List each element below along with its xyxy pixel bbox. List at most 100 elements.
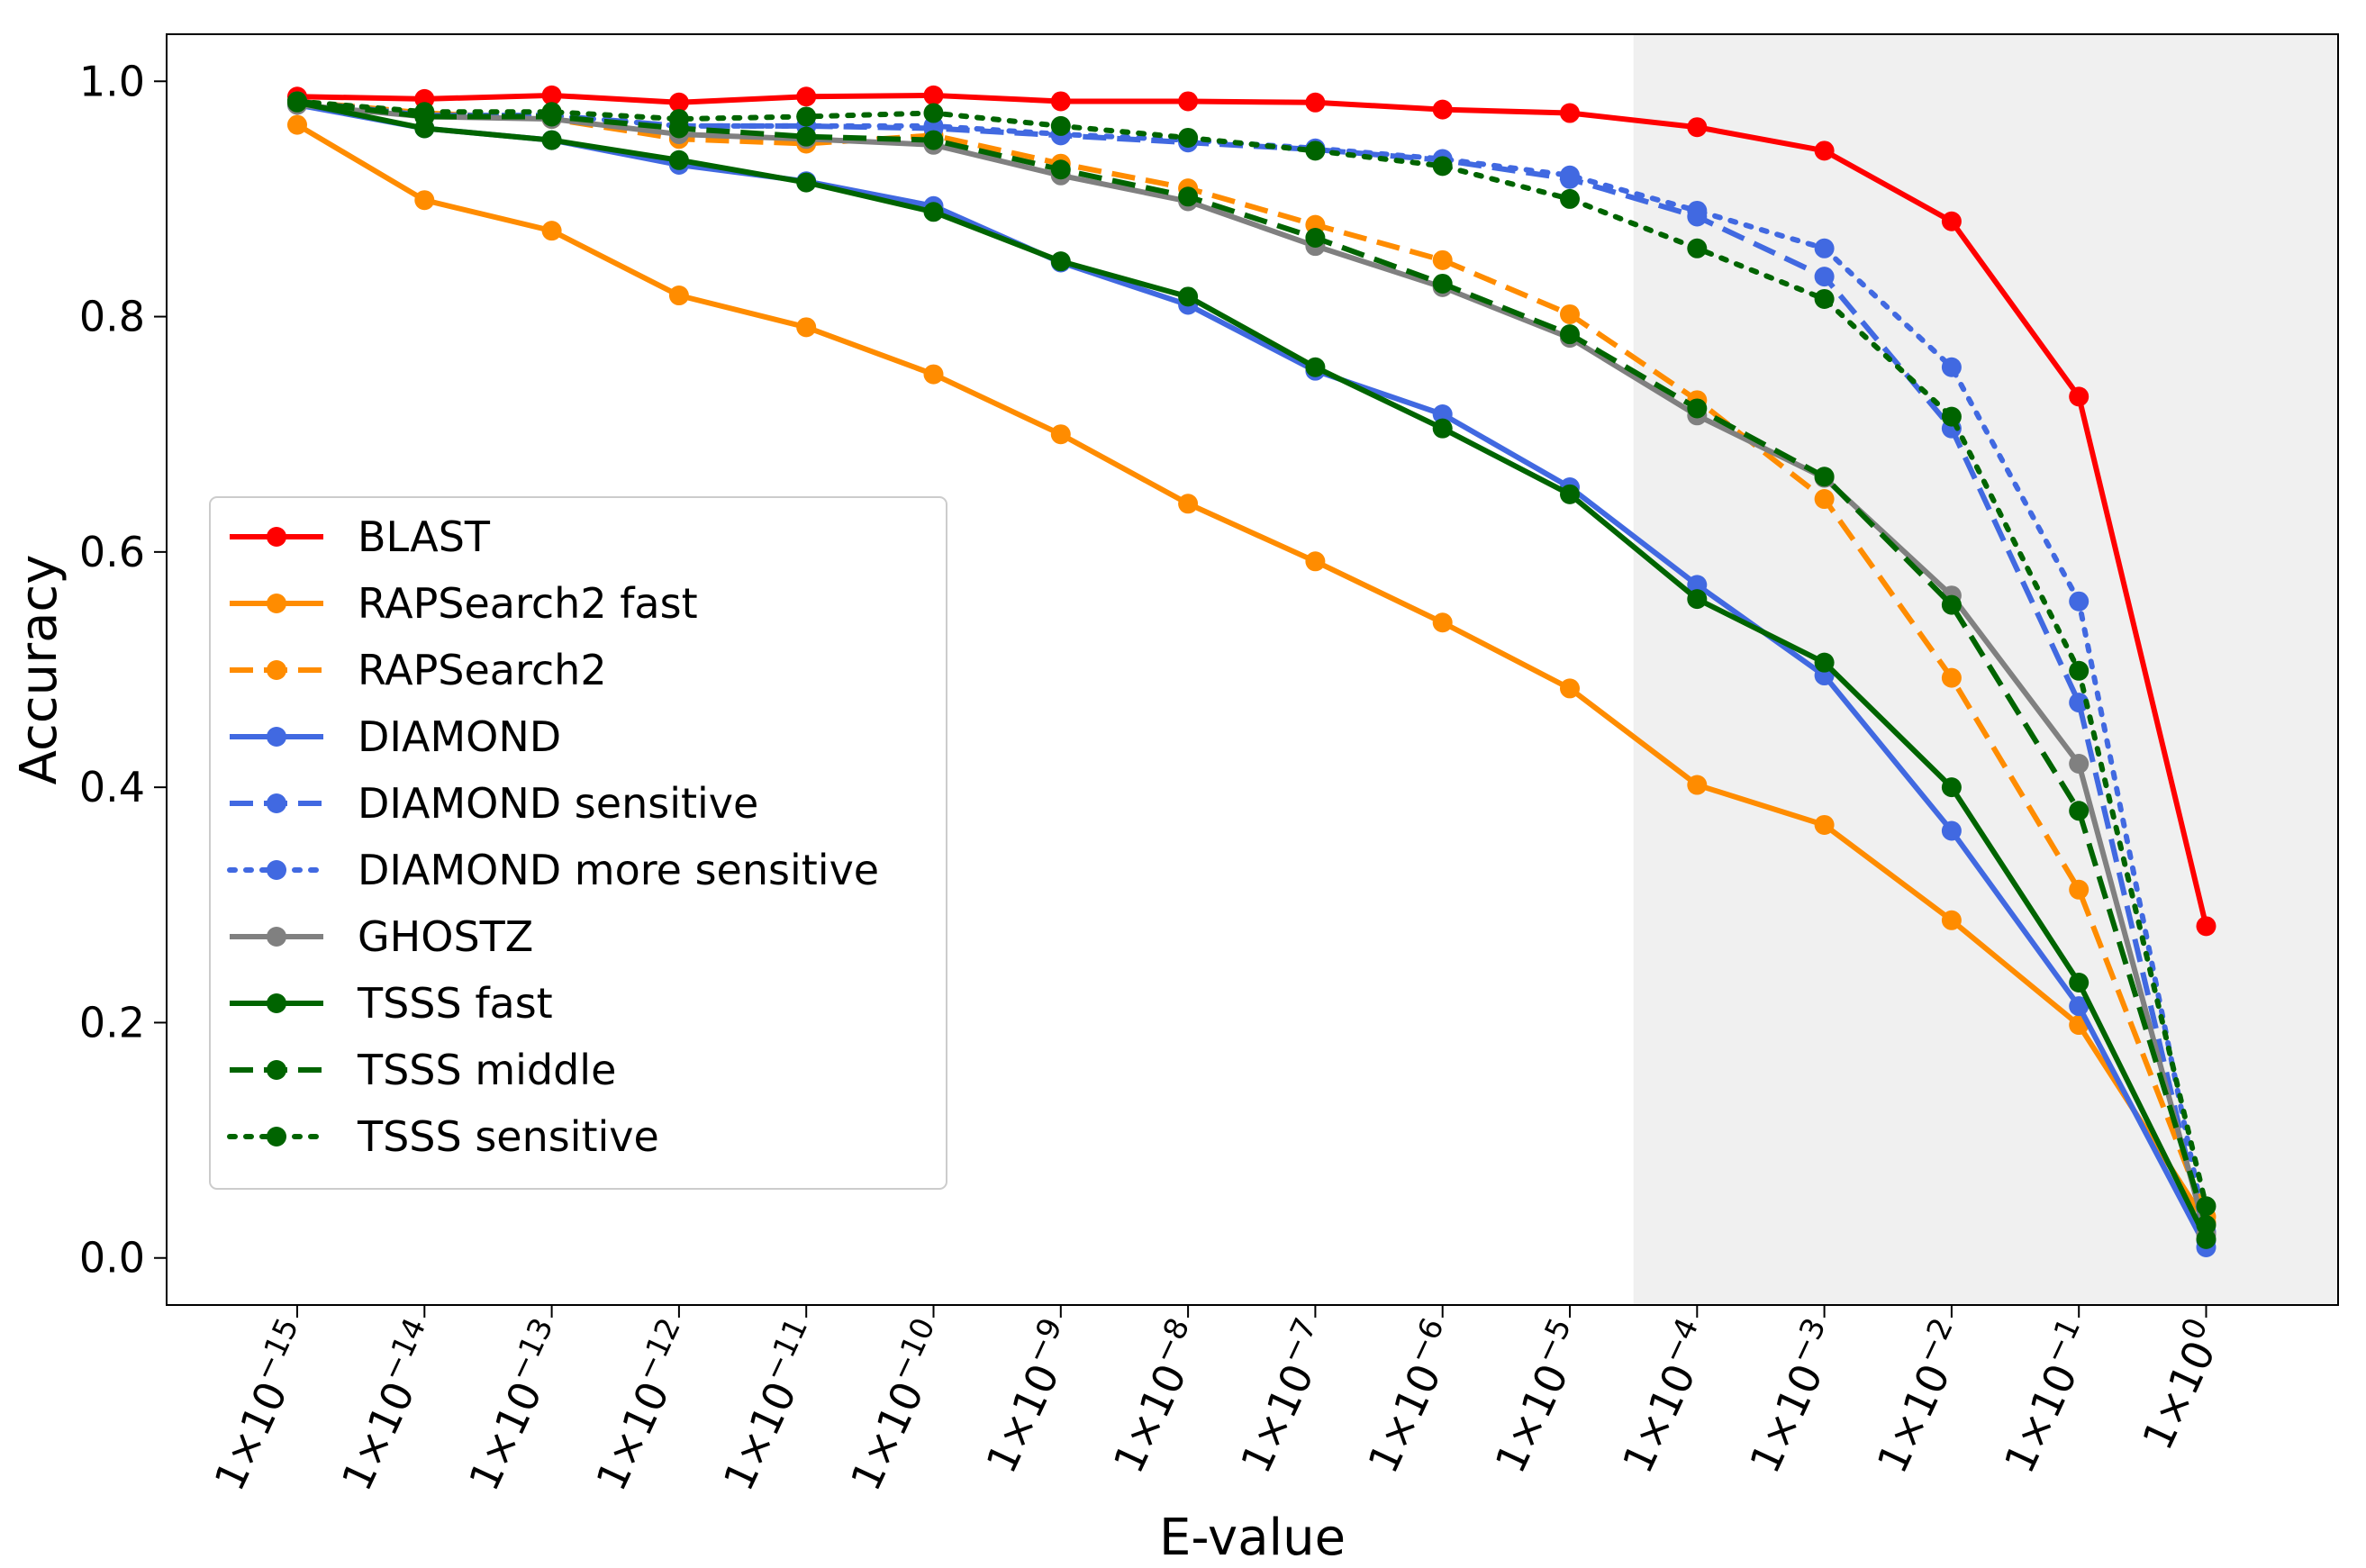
legend-item: TSSS fast — [230, 979, 553, 1028]
data-point — [923, 130, 944, 150]
data-point — [1050, 91, 1071, 112]
data-point — [2196, 916, 2216, 937]
legend-item: DIAMOND — [230, 712, 561, 761]
x-tick-label: 1×10−7 — [1225, 1312, 1343, 1480]
series-line — [296, 99, 2209, 1241]
series-tsss-sensitive — [287, 91, 2216, 1217]
data-point — [2196, 1196, 2216, 1217]
data-point — [1305, 551, 1326, 572]
x-tick-label: 1×10−4 — [1606, 1312, 1724, 1480]
data-point — [1050, 424, 1071, 445]
legend-marker — [267, 660, 286, 680]
series-lines — [287, 85, 2216, 1257]
legend-marker — [267, 727, 286, 747]
data-point — [1941, 820, 1962, 841]
data-point — [923, 364, 944, 385]
data-point — [1432, 273, 1453, 294]
x-tick-label: 1×10−13 — [453, 1312, 579, 1498]
data-point — [668, 286, 689, 306]
data-point — [1814, 288, 1835, 309]
data-point — [2196, 1215, 2216, 1236]
legend-label: TSSS middle — [357, 1046, 616, 1094]
x-axis-ticks: 1×10−151×10−141×10−131×10−121×10−111×10−… — [204, 1305, 2234, 1498]
x-tick-label: 1×10−9 — [970, 1312, 1088, 1480]
data-point — [923, 85, 944, 105]
data-point — [287, 91, 307, 112]
data-point — [1687, 589, 1708, 610]
legend-item: RAPSearch2 fast — [230, 579, 698, 628]
data-point — [1178, 286, 1199, 307]
data-point — [923, 103, 944, 123]
data-point — [796, 172, 817, 193]
data-point — [1050, 159, 1071, 180]
legend-item: DIAMOND more sensitive — [227, 846, 879, 894]
data-point — [1432, 612, 1453, 633]
legend-label: BLAST — [358, 512, 491, 561]
data-point — [2069, 754, 2090, 775]
data-point — [287, 114, 307, 135]
data-point — [1687, 117, 1708, 138]
data-point — [2069, 801, 2090, 821]
data-point — [1178, 91, 1199, 112]
legend-marker — [267, 860, 286, 880]
data-point — [1941, 211, 1962, 231]
data-point — [1814, 467, 1835, 487]
legend-label: DIAMOND sensitive — [358, 779, 758, 828]
data-point — [1687, 238, 1708, 258]
x-tick-label: 1×10−10 — [835, 1312, 961, 1498]
data-point — [2069, 879, 2090, 900]
data-point — [541, 85, 562, 105]
data-point — [923, 202, 944, 222]
data-point — [2069, 660, 2090, 681]
data-point — [796, 126, 817, 147]
series-line — [296, 92, 2209, 928]
data-point — [1941, 357, 1962, 377]
data-point — [668, 92, 689, 113]
data-point — [1814, 489, 1835, 510]
data-point — [2069, 386, 2090, 407]
x-tick-label: 1×10−14 — [325, 1312, 451, 1498]
data-point — [541, 221, 562, 241]
x-axis-label: E-value — [1159, 1509, 1346, 1567]
data-point — [1687, 200, 1708, 221]
plot-frame — [166, 33, 2339, 1306]
legend-label: TSSS sensitive — [357, 1112, 659, 1161]
data-point — [1432, 99, 1453, 120]
data-point — [1941, 667, 1962, 688]
y-tick-label: 0.2 — [79, 998, 145, 1047]
data-point — [1178, 186, 1199, 207]
data-point — [1560, 324, 1580, 345]
data-point — [1560, 678, 1580, 699]
x-tick-label: 1×100 — [2126, 1312, 2234, 1456]
data-point — [1560, 165, 1580, 186]
y-tick-label: 0.8 — [79, 293, 145, 341]
data-point — [1432, 418, 1453, 439]
data-point — [1687, 575, 1708, 595]
legend-item: GHOSTZ — [230, 912, 533, 961]
y-tick-label: 0.0 — [79, 1234, 145, 1282]
legend-label: GHOSTZ — [358, 912, 533, 961]
data-point — [1050, 251, 1071, 272]
y-tick-label: 1.0 — [79, 57, 145, 105]
data-point — [541, 130, 562, 150]
data-point — [414, 190, 435, 211]
data-point — [1941, 406, 1962, 427]
data-point — [1432, 403, 1453, 424]
data-point — [1305, 92, 1326, 113]
legend-marker — [267, 594, 286, 613]
series-line — [296, 102, 2209, 1236]
data-point — [1178, 127, 1199, 148]
series-line — [295, 122, 2209, 1225]
legend-item: RAPSearch2 — [230, 646, 607, 694]
legend-label: DIAMOND — [358, 712, 561, 761]
data-point — [796, 317, 817, 338]
legend-label: DIAMOND more sensitive — [358, 846, 879, 894]
data-point — [1305, 140, 1326, 161]
data-point — [1432, 249, 1453, 270]
x-tick-label: 1×10−3 — [1734, 1312, 1852, 1480]
x-tick-label: 1×10−2 — [1861, 1312, 1979, 1480]
legend-label: RAPSearch2 — [358, 646, 607, 694]
data-point — [1941, 910, 1962, 930]
x-tick-label: 1×10−11 — [707, 1312, 833, 1498]
x-tick-label: 1×10−8 — [1097, 1312, 1215, 1480]
